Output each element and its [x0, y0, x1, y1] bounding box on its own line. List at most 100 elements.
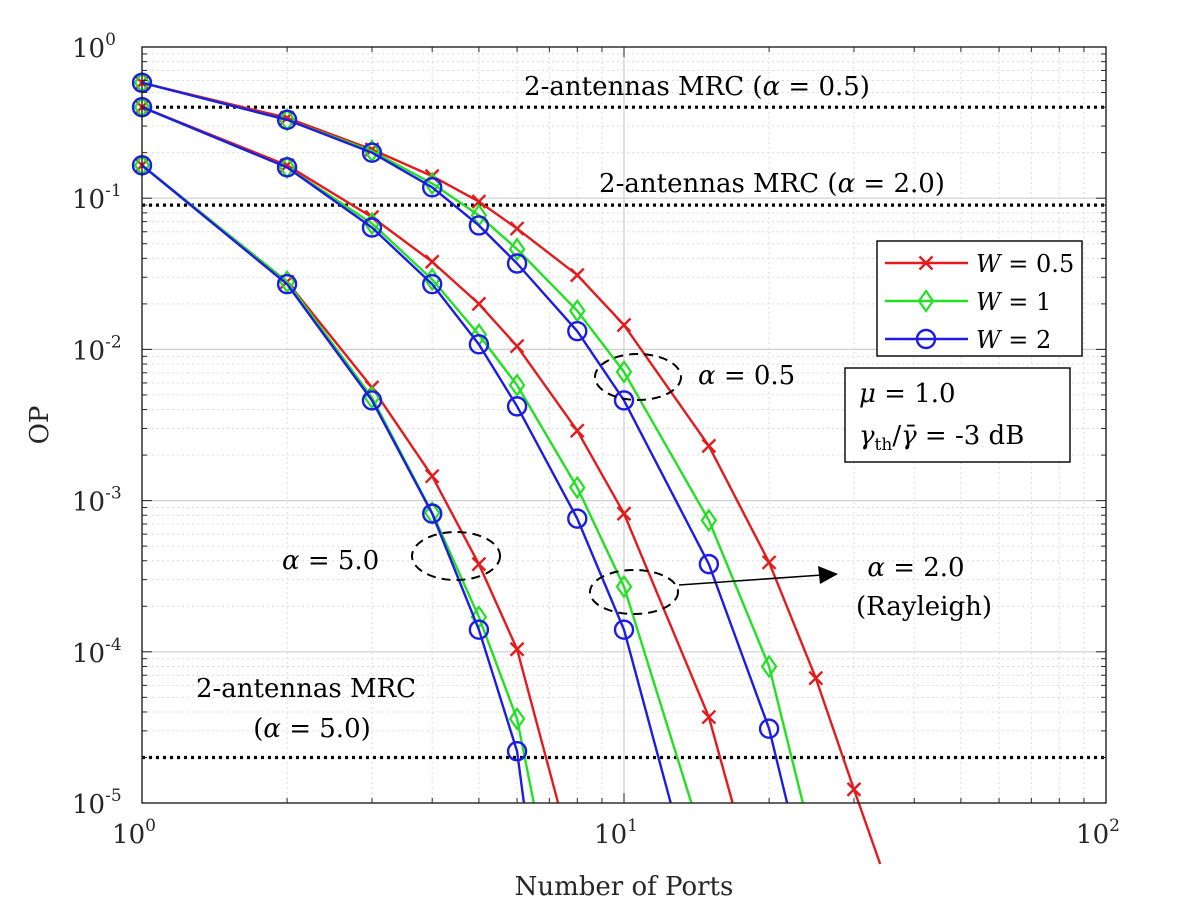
- y-tick-exp: -1: [105, 181, 122, 201]
- series-3-point-8-b: [701, 709, 717, 725]
- y-tick-base: 10: [72, 185, 105, 215]
- series-5-point-1: [276, 157, 298, 178]
- series-2-point-9: [758, 718, 780, 739]
- series-6-point-3: [424, 468, 440, 484]
- alpha-50-rest: = 5.0: [300, 546, 380, 576]
- ref1-alpha: α: [763, 72, 781, 102]
- legend-marker-1: [917, 289, 935, 313]
- gamma-bar: γ̄: [901, 421, 917, 451]
- legend-label-2: W = 2: [976, 326, 1051, 354]
- mu-greek: μ: [859, 379, 876, 409]
- series-0-point-5: [509, 221, 525, 236]
- series-8-point-1: [276, 273, 298, 295]
- series-3-point-6-b: [569, 423, 585, 439]
- series-3-point-8: [701, 709, 717, 725]
- x-tick-label-2: 102: [1076, 816, 1120, 850]
- series-2-point-3: [421, 177, 443, 198]
- series-3-point-7-b: [616, 506, 632, 521]
- y-tick-base: 10: [72, 639, 105, 669]
- gamma-slash: /: [892, 421, 901, 451]
- series-6-point-5-b: [509, 641, 525, 657]
- ref3-open: (: [253, 714, 263, 744]
- ref-line-label-alpha-50-line2: (α = 5.0): [253, 714, 371, 744]
- y-tick-base: 10: [72, 34, 105, 64]
- series-0-point-8: [701, 438, 717, 454]
- series-0-point-7-b: [616, 317, 632, 333]
- ref-line-label-alpha-20: 2-antennas MRC (α = 2.0): [599, 169, 945, 199]
- series-8-point-4: [468, 619, 490, 640]
- series-0-point-10: [808, 670, 824, 686]
- series-3-point-7: [616, 506, 632, 521]
- series-line-2: [141, 81, 789, 804]
- x-tick-exp: 1: [627, 816, 638, 836]
- series-0-point-6: [569, 267, 585, 283]
- series-6-point-5: [509, 641, 525, 657]
- legend-var: W: [976, 288, 1003, 316]
- series-1-point-5: [508, 237, 526, 262]
- alpha-05-rest: = 0.5: [716, 361, 796, 391]
- legend-marker-2: [915, 328, 937, 350]
- series-6-point-4: [471, 556, 487, 572]
- ref1-rest: = 0.5): [780, 72, 870, 102]
- params-mu: μ = 1.0: [859, 379, 956, 409]
- series-1-point-7: [615, 359, 633, 384]
- alpha-05-group-ellipse: [594, 353, 682, 401]
- series-5-point-3: [421, 273, 443, 295]
- series-0-point-4-b: [471, 194, 487, 209]
- gamma-rest: = -3 dB: [917, 421, 1025, 451]
- x-tick-label-0: 100: [112, 816, 156, 850]
- series-3-point-6: [569, 423, 585, 439]
- legend-marker-0: [918, 255, 934, 271]
- x-tick-base: 10: [112, 820, 145, 850]
- series-8-point-5: [506, 741, 528, 762]
- y-tick-exp: -5: [105, 786, 122, 806]
- legend-item-2: W = 2: [885, 326, 1051, 354]
- params-box: [844, 367, 1071, 463]
- y-tick-exp: 0: [105, 30, 116, 50]
- x-axis-label: Number of Ports: [515, 872, 734, 902]
- y-tick-exp: -4: [105, 635, 122, 655]
- legend-marker-0-b: [918, 255, 934, 271]
- y-tick-label-4: 10-4: [72, 635, 122, 669]
- gamma-sub: th: [875, 435, 893, 455]
- series-2-point-2: [361, 142, 383, 163]
- series-4-point-7: [615, 574, 633, 599]
- alpha-20-greek: α: [867, 553, 885, 583]
- y-tick-label-3: 10-3: [72, 484, 122, 518]
- series-8-point-3: [421, 503, 443, 524]
- alpha-20-label: α = 2.0: [867, 553, 964, 583]
- series-0-point-11-b: [846, 782, 862, 797]
- legend-box: [876, 240, 1083, 357]
- series-3-point-3: [424, 254, 440, 270]
- ref1-text: 2-antennas MRC (: [524, 72, 763, 102]
- series-2-point-1: [276, 109, 298, 131]
- alpha-20-rest: = 2.0: [885, 553, 965, 583]
- y-tick-label-1: 10-1: [72, 181, 122, 215]
- legend-var: W: [976, 250, 1003, 278]
- series-3-point-5: [509, 338, 525, 354]
- legend-rest: = 2: [1001, 326, 1052, 354]
- legend: W = 0.5W = 1W = 2: [876, 240, 1083, 357]
- y-axis-label: OP: [25, 406, 55, 445]
- x-tick-exp: 2: [1109, 816, 1120, 836]
- ref2-rest: = 2.0): [855, 169, 945, 199]
- series-1-point-9: [760, 654, 778, 679]
- series-4-point-5: [508, 373, 526, 398]
- y-tick-exp: -3: [105, 484, 122, 504]
- y-tick-exp: -2: [105, 332, 122, 352]
- series-6-point-3-b: [424, 468, 440, 484]
- y-tick-label-2: 10-2: [72, 332, 122, 366]
- series-0-point-9-b: [761, 555, 777, 570]
- legend-rest: = 0.5: [1001, 250, 1075, 278]
- series-2-point-4: [468, 215, 490, 236]
- series-5-point-6: [567, 508, 588, 529]
- ref2-text: 2-antennas MRC (: [599, 169, 838, 199]
- series-line-3: [141, 106, 734, 804]
- y-tick-base: 10: [72, 336, 105, 366]
- series-0-point-6-b: [569, 267, 585, 283]
- series-2-point-5: [506, 253, 528, 274]
- series-line-8: [141, 164, 526, 804]
- legend-rest: = 1: [1001, 288, 1052, 316]
